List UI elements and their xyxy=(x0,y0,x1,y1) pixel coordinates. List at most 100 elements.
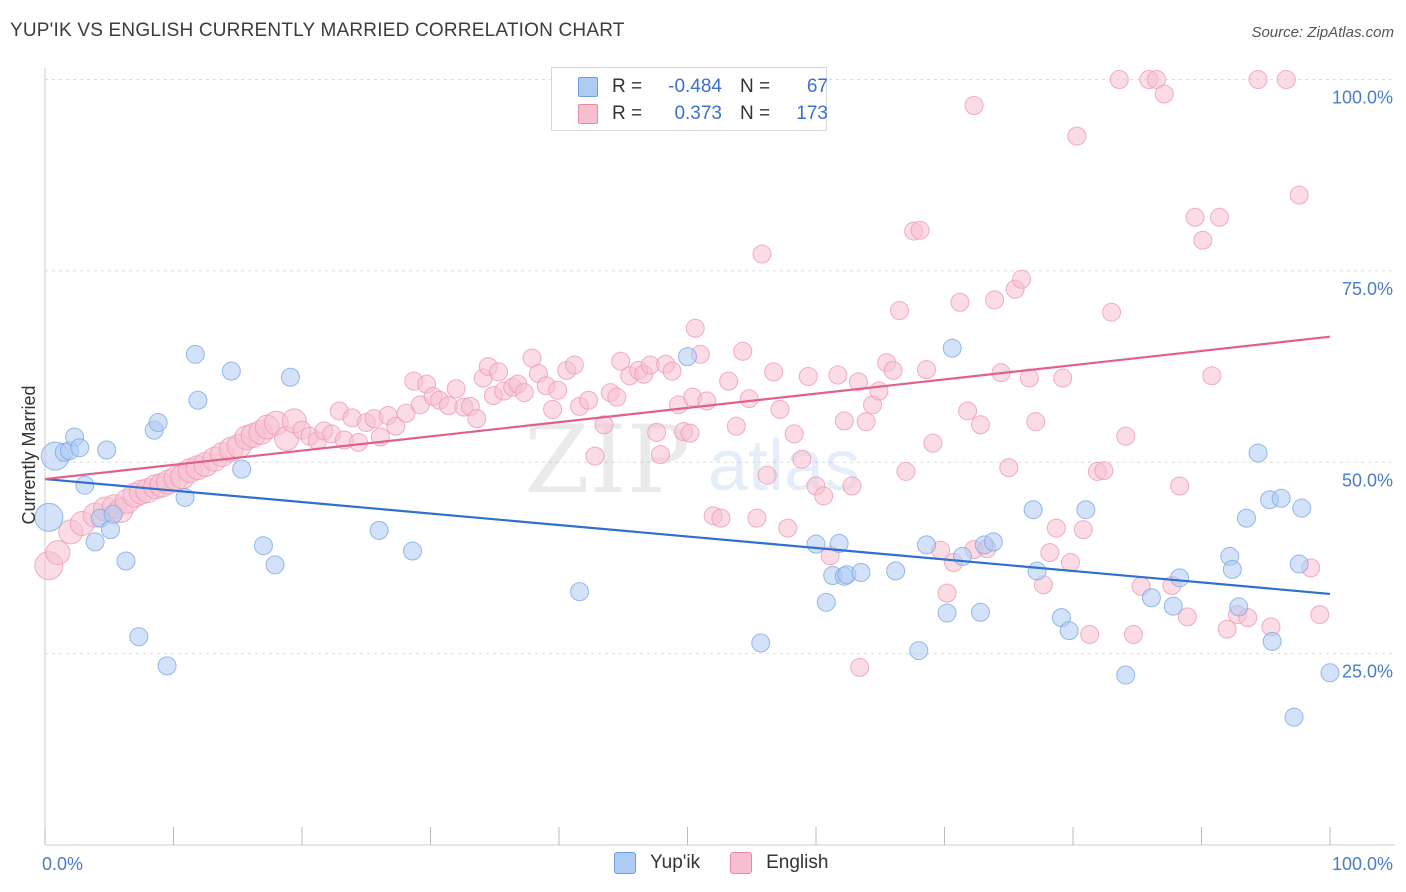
r-value: -0.484 xyxy=(668,76,722,97)
legend-item-yupik[interactable]: Yup'ik xyxy=(614,852,700,874)
english-point xyxy=(1170,476,1190,496)
english-point xyxy=(937,583,957,603)
english-point xyxy=(1080,624,1100,644)
english-point xyxy=(45,540,71,566)
yupik-point xyxy=(1292,498,1312,518)
yupik-legend-swatch xyxy=(614,852,636,874)
english-point xyxy=(1012,269,1032,289)
yupik-point xyxy=(909,641,929,661)
english-point xyxy=(856,412,876,432)
english-point xyxy=(834,411,854,431)
english-point xyxy=(970,415,990,435)
english-point xyxy=(917,360,937,380)
yupik-swatch xyxy=(578,77,598,97)
yupik-point xyxy=(85,532,105,552)
english-point xyxy=(1202,366,1222,386)
n-label: N = xyxy=(740,76,771,97)
english-point xyxy=(770,399,790,419)
english-point xyxy=(579,390,599,410)
english-legend-swatch xyxy=(730,852,753,874)
english-point xyxy=(1289,185,1309,205)
yupik-point xyxy=(1289,554,1309,574)
tick-labels: 25.0% 50.0% 75.0% 100.0% 0.0% 100.0% xyxy=(42,88,1393,875)
english-point xyxy=(1217,619,1237,639)
english-point xyxy=(752,244,772,264)
english-point xyxy=(662,361,682,381)
english-point xyxy=(564,355,584,375)
yupik-point xyxy=(1262,631,1282,651)
yupik-point xyxy=(75,475,95,495)
english-point xyxy=(585,446,605,466)
english-point xyxy=(1060,553,1080,573)
yupik-point xyxy=(188,390,208,410)
english-point xyxy=(1094,461,1114,481)
english-point xyxy=(778,518,798,538)
r-value: 0.373 xyxy=(674,103,722,124)
english-point xyxy=(985,290,1005,310)
x-tick-label-0: 0.0% xyxy=(42,854,83,874)
yupik-point xyxy=(34,502,64,532)
english-point xyxy=(1073,520,1093,540)
yupik-trend-line xyxy=(44,477,1331,596)
yupik-legend-label: Yup'ik xyxy=(650,852,701,873)
yupik-point xyxy=(1027,561,1047,581)
english-point xyxy=(739,389,759,409)
yupik-point xyxy=(1229,597,1249,617)
english-point xyxy=(842,476,862,496)
english-point xyxy=(514,383,534,403)
yupik-point xyxy=(937,603,957,623)
yupik-point xyxy=(232,459,252,479)
english-swatch xyxy=(578,104,598,124)
yupik-point xyxy=(751,633,771,653)
y-tick-label-3: 100.0% xyxy=(1332,88,1393,108)
yupik-point xyxy=(1320,663,1340,683)
n-label: N = xyxy=(740,103,771,124)
english-point xyxy=(396,403,416,423)
english-trend-line xyxy=(44,335,1331,481)
yupik-point xyxy=(1271,488,1291,508)
english-point xyxy=(607,387,627,407)
yupik-point xyxy=(806,534,826,554)
english-point xyxy=(883,360,903,380)
english-point xyxy=(1026,412,1046,432)
english-point xyxy=(848,372,868,392)
yupik-point xyxy=(221,361,241,381)
english-point xyxy=(594,415,614,435)
r-label: R = xyxy=(612,103,643,124)
n-value: 173 xyxy=(796,103,828,124)
english-point xyxy=(950,292,970,312)
legend-item-english[interactable]: English xyxy=(730,852,828,874)
yupik-point xyxy=(829,533,849,553)
source-label: Source: ZipAtlas.com xyxy=(1251,24,1394,41)
english-point xyxy=(1040,543,1060,563)
yupik-point xyxy=(148,412,168,432)
english-point xyxy=(1123,624,1143,644)
y-axis-label: Currently Married xyxy=(19,385,39,524)
yupik-points xyxy=(34,338,1340,727)
english-point xyxy=(747,508,767,528)
english-point xyxy=(964,96,984,116)
english-point xyxy=(869,381,889,401)
yupik-point xyxy=(851,562,871,582)
english-point xyxy=(467,409,487,429)
english-point xyxy=(446,379,466,399)
english-point xyxy=(1053,368,1073,388)
yupik-point xyxy=(403,541,423,561)
english-point xyxy=(1102,302,1122,322)
grid-layer xyxy=(45,79,1395,655)
english-point xyxy=(958,401,978,421)
legend-row-yupik: R = -0.484 N = 67 xyxy=(552,74,828,100)
english-point xyxy=(1154,84,1174,104)
english-point xyxy=(711,508,731,528)
english-point xyxy=(349,432,369,452)
english-point xyxy=(543,399,563,419)
english-point xyxy=(386,416,406,436)
yupik-point xyxy=(1284,707,1304,727)
yupik-point xyxy=(1222,559,1242,579)
english-point xyxy=(850,657,870,677)
yupik-point xyxy=(1059,621,1079,641)
english-point xyxy=(1109,70,1129,89)
series-legend: Yup'ik English xyxy=(614,852,858,874)
english-point xyxy=(1177,607,1197,627)
